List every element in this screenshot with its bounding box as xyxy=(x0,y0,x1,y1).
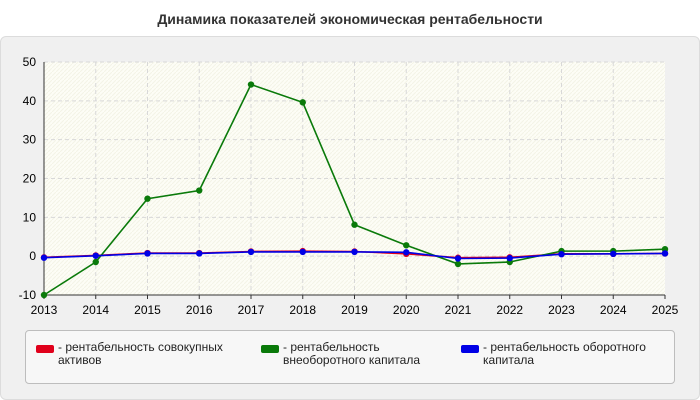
legend-label: - рентабельность внеоборотного капитала xyxy=(283,340,420,367)
chart-legend: - рентабельность совокупных активов - ре… xyxy=(25,330,675,384)
data-point xyxy=(351,221,358,228)
data-point xyxy=(506,254,513,262)
x-tick-label: 2019 xyxy=(341,303,368,317)
y-tick-label: 40 xyxy=(23,94,37,108)
y-tick-label: -10 xyxy=(19,288,37,302)
data-point xyxy=(92,258,99,266)
chart-title: Динамика показателей экономическая рента… xyxy=(157,11,543,27)
y-tick-label: 30 xyxy=(23,133,37,147)
data-point xyxy=(299,99,306,106)
x-tick-label: 2020 xyxy=(393,303,420,317)
legend-swatch-blue xyxy=(461,345,479,353)
legend-label: - рентабельность совокупных активов xyxy=(58,340,223,367)
data-point xyxy=(247,81,255,88)
y-tick-label: 10 xyxy=(23,210,37,224)
y-tick-label: 20 xyxy=(23,172,37,186)
data-point xyxy=(92,252,99,259)
data-point xyxy=(351,248,358,256)
x-tick-label: 2023 xyxy=(548,303,575,317)
x-tick-label: 2018 xyxy=(289,303,316,317)
data-point xyxy=(40,254,48,261)
x-tick-label: 2013 xyxy=(31,303,58,317)
y-tick-label: 0 xyxy=(29,249,36,263)
data-point xyxy=(610,250,617,258)
data-point xyxy=(196,187,203,194)
data-point xyxy=(454,255,462,262)
x-tick-label: 2022 xyxy=(496,303,523,317)
x-tick-label: 2015 xyxy=(134,303,161,317)
y-tick-label: 50 xyxy=(23,55,37,69)
x-tick-label: 2025 xyxy=(652,303,679,317)
data-point xyxy=(247,248,255,256)
legend-swatch-red xyxy=(36,345,54,353)
data-point xyxy=(403,249,410,256)
data-point xyxy=(558,251,565,258)
data-point xyxy=(454,260,462,268)
data-point xyxy=(403,242,410,249)
legend-label: - рентабельность оборотного капитала xyxy=(483,340,646,367)
data-point xyxy=(40,291,48,299)
x-tick-label: 2016 xyxy=(186,303,213,317)
data-point xyxy=(144,195,151,202)
x-tick-label: 2014 xyxy=(82,303,109,317)
x-tick-label: 2017 xyxy=(238,303,265,317)
data-point xyxy=(299,248,306,256)
data-point xyxy=(196,250,203,257)
legend-swatch-green xyxy=(261,345,279,353)
x-tick-label: 2021 xyxy=(445,303,472,317)
data-point xyxy=(661,250,669,257)
x-tick-label: 2024 xyxy=(600,303,627,317)
data-point xyxy=(144,250,151,257)
